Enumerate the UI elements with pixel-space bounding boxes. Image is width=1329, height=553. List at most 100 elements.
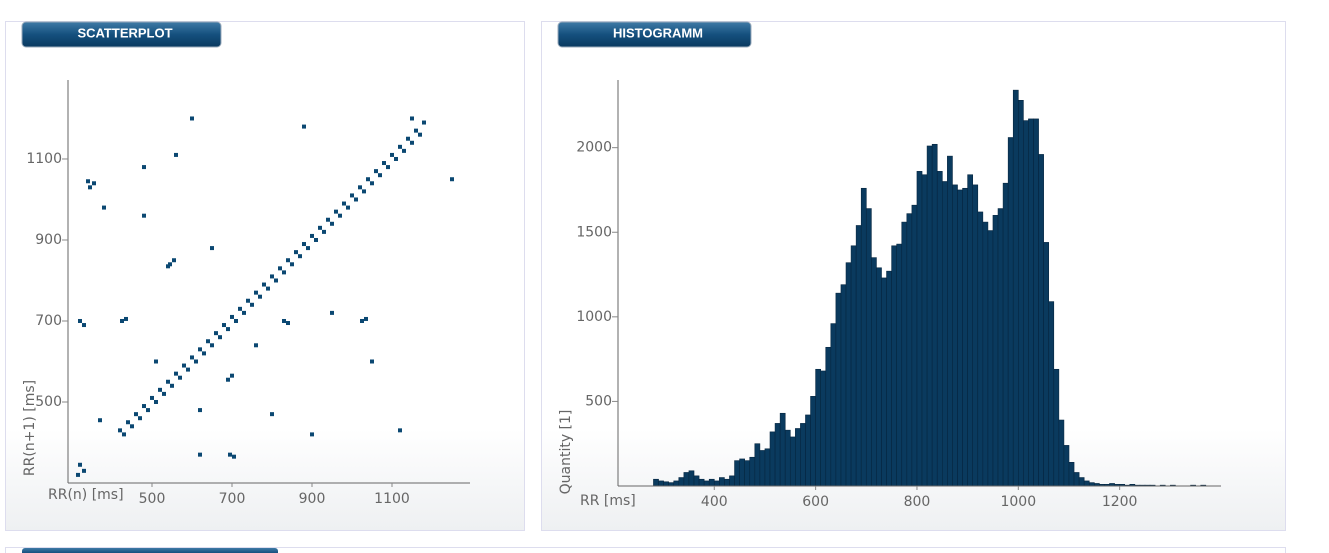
- point: [98, 418, 102, 423]
- point: [394, 156, 398, 161]
- point: [278, 266, 282, 271]
- bar: [784, 429, 791, 487]
- point: [210, 343, 214, 348]
- point: [214, 331, 218, 336]
- point: [346, 205, 350, 210]
- bar: [805, 414, 811, 487]
- point: [386, 165, 390, 170]
- point: [450, 177, 454, 182]
- y-axis-label: Quantity [1]: [558, 410, 574, 495]
- bar: [952, 184, 958, 487]
- point: [178, 375, 182, 380]
- bar: [865, 208, 872, 487]
- bar: [1053, 368, 1060, 487]
- bar: [850, 245, 857, 487]
- bar: [1018, 100, 1024, 487]
- point: [318, 225, 322, 230]
- point: [182, 363, 186, 368]
- point: [406, 136, 410, 141]
- x-tick-label: 600: [802, 494, 829, 510]
- bar: [795, 428, 801, 487]
- bar: [942, 181, 948, 487]
- bar: [1038, 154, 1044, 487]
- bar: [724, 478, 730, 487]
- bar: [855, 225, 862, 487]
- point: [274, 278, 278, 283]
- point: [150, 395, 154, 400]
- point: [302, 242, 306, 247]
- point: [402, 148, 406, 153]
- point: [342, 201, 346, 206]
- point: [242, 310, 246, 315]
- point: [142, 404, 146, 409]
- x-tick-label: 1000: [1000, 494, 1036, 510]
- bar: [1078, 477, 1085, 487]
- point: [410, 116, 414, 121]
- point: [118, 428, 122, 433]
- point: [378, 173, 382, 178]
- point: [166, 264, 170, 269]
- point: [142, 213, 146, 218]
- point: [282, 318, 286, 323]
- point: [102, 205, 106, 210]
- point: [398, 144, 402, 149]
- bar: [825, 346, 832, 487]
- point: [202, 351, 206, 356]
- point: [238, 306, 242, 311]
- bar: [774, 423, 781, 487]
- bar: [800, 423, 806, 487]
- point: [310, 432, 314, 437]
- bar: [713, 480, 720, 487]
- point: [362, 189, 366, 194]
- bar: [820, 370, 827, 487]
- bar: [698, 478, 705, 487]
- point: [370, 181, 374, 186]
- bar: [987, 230, 994, 487]
- point: [262, 282, 266, 287]
- point: [194, 359, 198, 364]
- point: [322, 229, 326, 234]
- point: [414, 128, 418, 133]
- bar: [906, 213, 913, 487]
- y-tick-label: 2000: [576, 140, 612, 156]
- bar: [860, 187, 867, 487]
- point: [168, 262, 172, 267]
- bar: [764, 448, 771, 487]
- point: [370, 359, 374, 364]
- point: [226, 377, 230, 382]
- point: [198, 347, 202, 352]
- point: [218, 335, 222, 340]
- bar: [1058, 419, 1065, 487]
- bar: [926, 145, 933, 487]
- point: [366, 177, 370, 182]
- point: [134, 412, 138, 417]
- bar: [729, 475, 735, 487]
- bar: [1023, 120, 1029, 487]
- bar: [739, 458, 745, 487]
- point: [254, 343, 258, 348]
- bar: [1007, 137, 1014, 487]
- point: [282, 270, 286, 275]
- point: [174, 371, 178, 376]
- bar: [997, 208, 1004, 487]
- point: [410, 140, 414, 145]
- point: [246, 298, 250, 303]
- point: [170, 383, 174, 388]
- y-tick-label: 1500: [576, 224, 612, 240]
- point: [254, 290, 258, 295]
- point: [78, 318, 82, 323]
- point: [294, 250, 298, 255]
- point: [382, 161, 386, 166]
- bar: [658, 480, 664, 487]
- bar: [967, 174, 974, 487]
- bar: [881, 277, 887, 487]
- bar: [663, 481, 669, 487]
- bar: [749, 456, 756, 487]
- bar: [830, 323, 837, 487]
- point: [154, 359, 158, 364]
- point: [338, 213, 342, 218]
- bar: [977, 211, 984, 487]
- point: [230, 314, 234, 319]
- y-axis-label: RR(n+1) [ms]: [22, 380, 38, 476]
